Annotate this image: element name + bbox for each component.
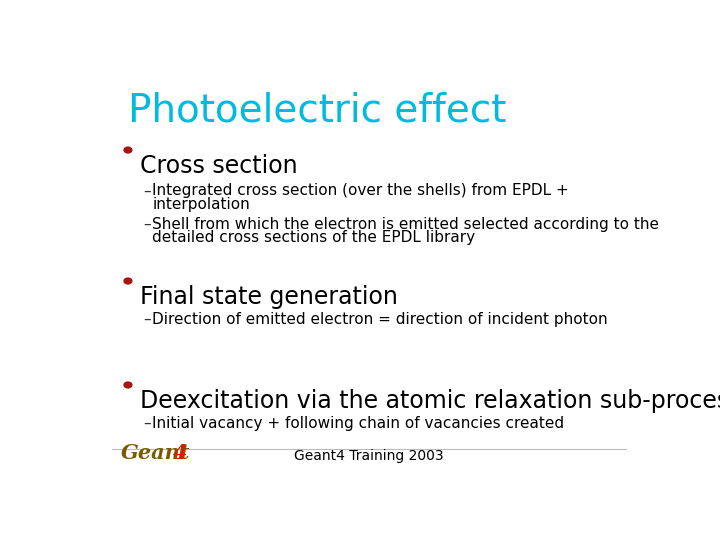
Text: Geant4 Training 2003: Geant4 Training 2003: [294, 449, 444, 463]
Text: detailed cross sections of the EPDL library: detailed cross sections of the EPDL libr…: [153, 230, 476, 245]
Text: Geant: Geant: [121, 443, 190, 463]
Text: –: –: [143, 312, 150, 327]
Text: interpolation: interpolation: [153, 197, 251, 212]
Text: Deexcitation via the atomic relaxation sub-process: Deexcitation via the atomic relaxation s…: [140, 389, 720, 413]
Text: Shell from which the electron is emitted selected according to the: Shell from which the electron is emitted…: [153, 217, 660, 232]
Circle shape: [124, 278, 132, 284]
Circle shape: [124, 382, 132, 388]
Text: 4: 4: [173, 443, 187, 463]
Text: Cross section: Cross section: [140, 154, 298, 178]
Text: Integrated cross section (over the shells) from EPDL +: Integrated cross section (over the shell…: [153, 183, 570, 198]
Text: –: –: [143, 183, 150, 198]
Text: Initial vacancy + following chain of vacancies created: Initial vacancy + following chain of vac…: [153, 416, 564, 431]
Text: Photoelectric effect: Photoelectric effect: [128, 92, 506, 130]
Text: –: –: [143, 217, 150, 232]
Text: –: –: [143, 416, 150, 431]
Text: Direction of emitted electron = direction of incident photon: Direction of emitted electron = directio…: [153, 312, 608, 327]
Circle shape: [124, 147, 132, 153]
Text: Final state generation: Final state generation: [140, 285, 398, 309]
